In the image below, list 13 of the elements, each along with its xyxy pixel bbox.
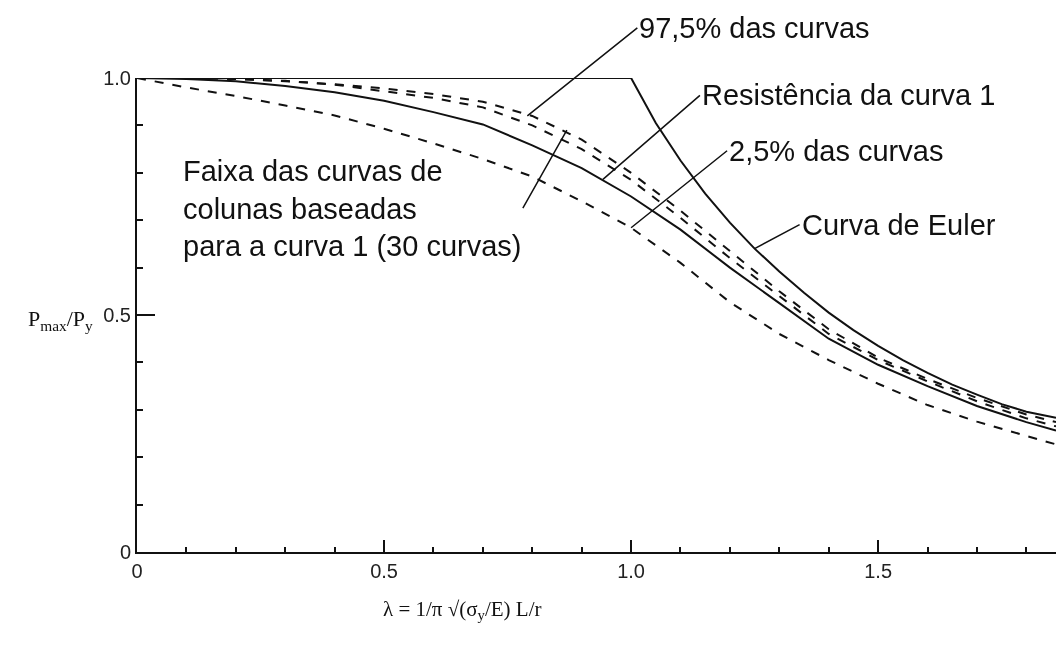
y-axis-title: P$_{max}$/P$_{y}$ <box>28 306 94 334</box>
y-tick-label: 1.0 <box>103 67 131 89</box>
annotation: 97,5% das curvas <box>639 12 870 44</box>
x-axis-title: λ = 1/π √(σ$_{y}$/E) L/r <box>383 597 542 624</box>
x-tick-label: 1.5 <box>864 560 893 582</box>
annotation: Resistência da curva 1 <box>702 79 996 111</box>
annotation: Faixa das curvas de colunas baseadas para a curva 1 (30 curvas) <box>183 155 522 263</box>
y-tick-label: 0.5 <box>103 304 131 326</box>
annotation: 2,5% das curvas <box>729 135 944 167</box>
x-tick-label: 1.0 <box>617 560 645 582</box>
x-tick-label: 0.5 <box>370 560 398 582</box>
y-tick-label: 0 <box>119 541 131 563</box>
annotation: Curva de Euler <box>802 209 996 241</box>
